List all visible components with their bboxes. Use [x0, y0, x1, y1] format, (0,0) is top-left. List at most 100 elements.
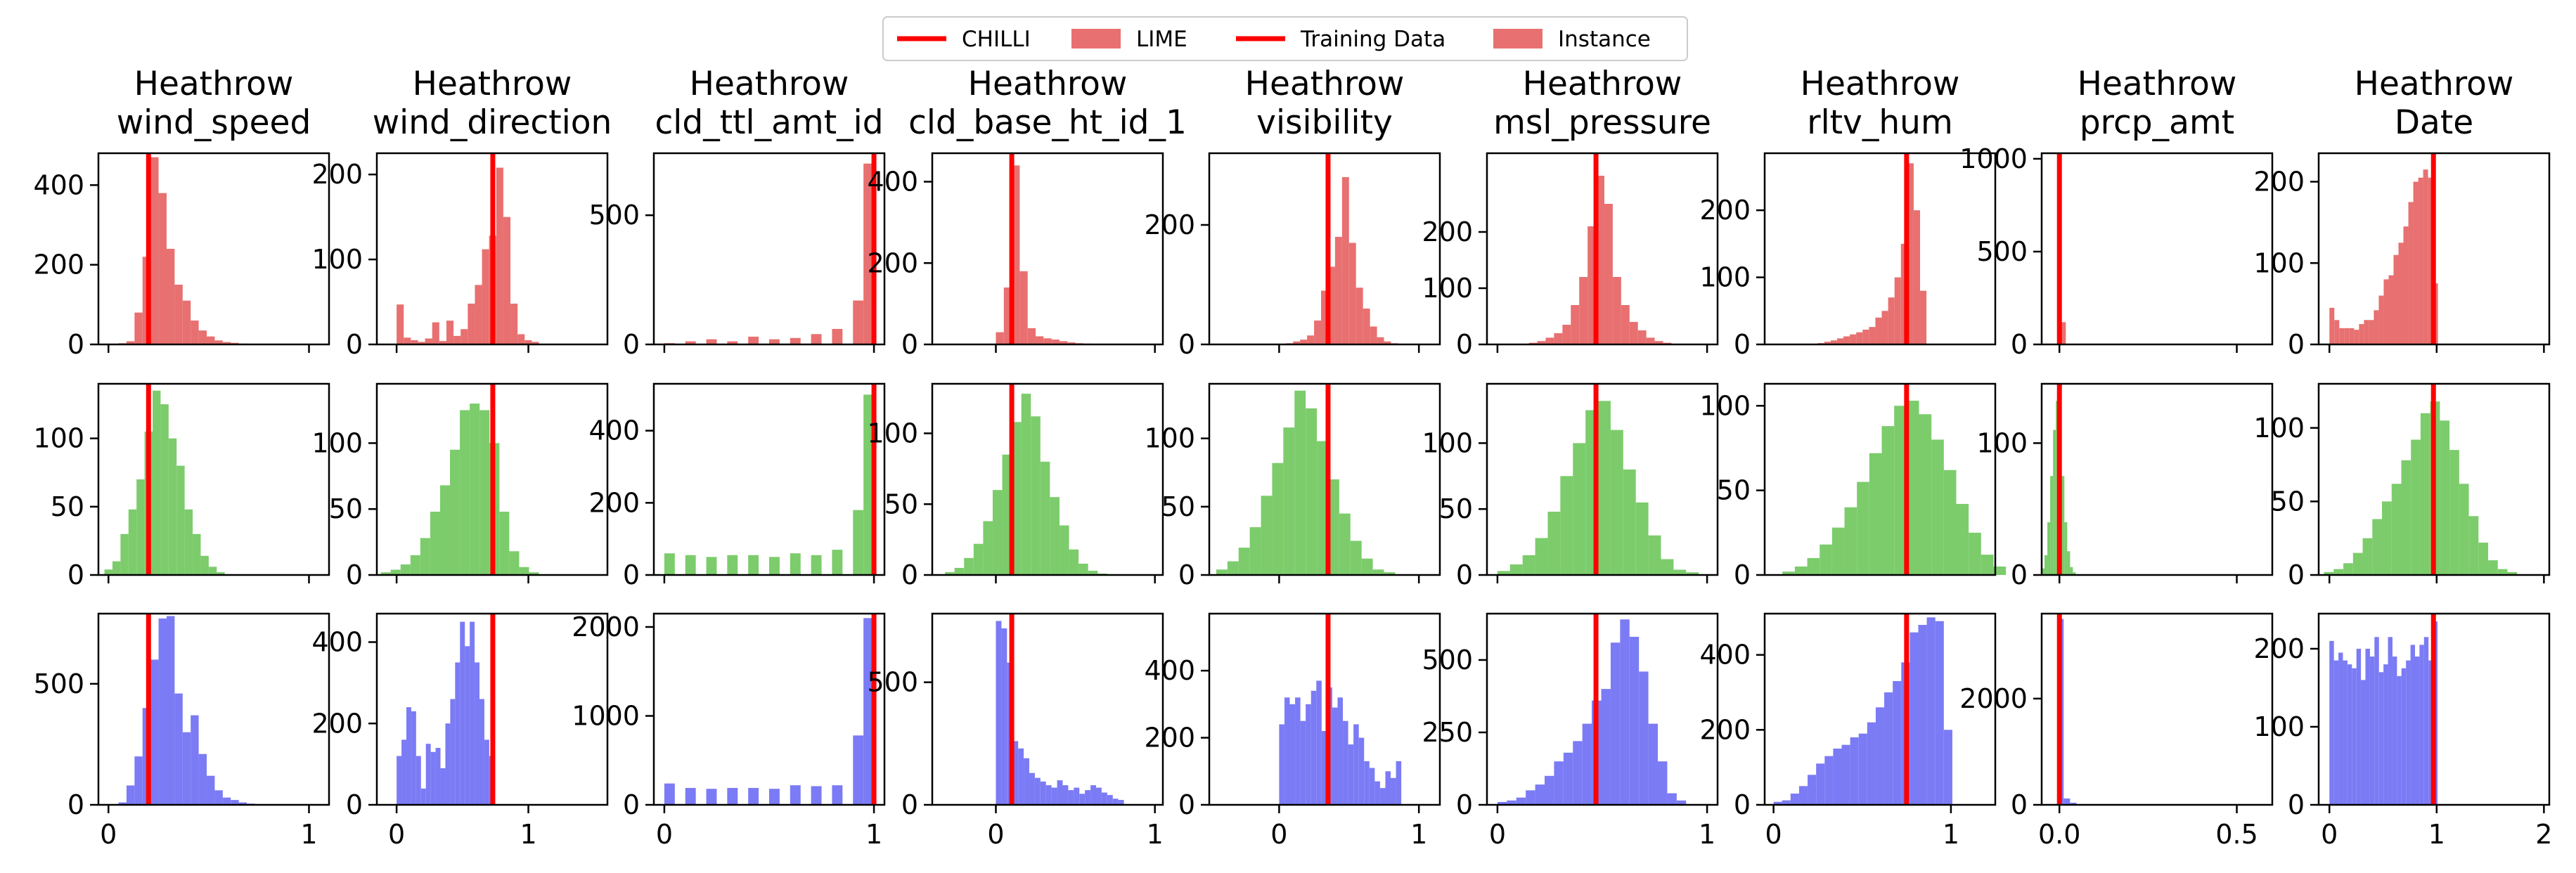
y-tick-label: 0 — [901, 560, 918, 590]
histogram-bar — [2369, 320, 2374, 344]
histogram-bar — [1372, 569, 1384, 575]
histogram-bar — [1249, 527, 1261, 575]
histogram-bar — [1012, 165, 1020, 344]
histogram-bar — [2428, 177, 2433, 344]
y-tick-label: 0 — [1178, 329, 1195, 360]
y-tick-label: 50 — [1717, 475, 1751, 506]
y-tick-label: 400 — [867, 167, 918, 198]
histogram-bar — [2401, 460, 2411, 575]
histogram-bar — [1300, 720, 1306, 805]
histogram-bar — [2418, 177, 2423, 344]
histogram-bar — [2070, 567, 2073, 575]
histogram-bar — [1604, 204, 1613, 344]
histogram-bar — [2339, 328, 2345, 344]
histogram-bar — [1059, 341, 1068, 344]
histogram-bar — [1869, 453, 1882, 575]
histogram-bar — [1648, 535, 1661, 575]
histogram-bar — [2324, 571, 2334, 575]
histogram-bar — [430, 751, 436, 805]
histogram-bar — [461, 329, 468, 344]
histogram-bar — [1956, 503, 1969, 575]
histogram-bar — [1384, 572, 1396, 575]
histogram-bar — [200, 555, 209, 575]
histogram-bar — [2061, 322, 2066, 344]
axes-frame — [1208, 382, 1441, 576]
histogram-bar — [2413, 181, 2419, 344]
histogram-bar — [2411, 439, 2421, 575]
histogram-bar — [184, 509, 193, 575]
y-tick-label: 100 — [1422, 427, 1473, 458]
histogram-bar — [1658, 761, 1668, 805]
y-tick-label: 2000 — [1959, 683, 2028, 714]
histogram-bar — [470, 403, 480, 575]
histogram-bar — [2388, 275, 2394, 344]
histogram-panel-1-4: 0 50 100 — [1144, 382, 1441, 590]
x-tick-label: 0 — [100, 819, 117, 850]
y-tick-label: 2000 — [572, 612, 640, 642]
histogram-bar — [2329, 307, 2335, 344]
histogram-bar — [450, 699, 456, 805]
histogram-bar — [1907, 163, 1914, 344]
histogram-bar — [1881, 426, 1895, 575]
histogram-bar — [1798, 786, 1808, 805]
x-tick-label: 2 — [2535, 819, 2552, 850]
histogram-bar — [2356, 648, 2362, 805]
x-tick-label: 1 — [520, 819, 536, 850]
legend-entry: Instance — [1493, 27, 1651, 52]
histogram-bar — [2369, 657, 2375, 805]
histogram-bar — [2428, 660, 2433, 805]
histogram-bar — [238, 802, 247, 805]
y-tick-label: 400 — [1699, 640, 1751, 671]
histogram-bar — [1341, 177, 1349, 344]
histogram-bar — [1856, 332, 1863, 344]
histogram-bar — [432, 322, 439, 344]
histogram-bar — [748, 555, 759, 575]
y-tick-label: 200 — [1699, 195, 1751, 226]
y-tick-label: 200 — [311, 708, 363, 739]
panel-title-line1: Heathrow — [1801, 65, 1960, 103]
x-tick-label: 0 — [1270, 819, 1287, 850]
histogram-bar — [1314, 321, 1322, 344]
y-tick-label: 0 — [2011, 560, 2028, 590]
histogram-bar — [1316, 680, 1322, 805]
histogram-bar — [2398, 242, 2404, 344]
x-tick-label: 0 — [656, 819, 673, 850]
histogram-bar — [1610, 429, 1623, 575]
y-tick-label: 500 — [588, 200, 640, 231]
histogram-bar — [1686, 572, 1699, 575]
axes-frame — [1763, 612, 1997, 806]
histogram-bar — [2334, 320, 2340, 344]
panel-title-line2: msl_pressure — [1493, 103, 1711, 142]
axes-frame — [97, 382, 330, 576]
histogram-bar — [863, 163, 875, 344]
histogram-bar — [1095, 787, 1102, 805]
histogram-bar — [790, 785, 801, 805]
histogram-bar — [992, 490, 1003, 575]
x-tick-label: 0.0 — [2038, 819, 2080, 850]
histogram-bar — [420, 538, 430, 575]
histogram-bar — [1516, 797, 1526, 805]
y-tick-label: 500 — [33, 668, 84, 699]
histogram-bar — [1612, 277, 1621, 344]
y-tick-label: 250 — [1422, 717, 1473, 748]
histogram-bar — [2044, 555, 2048, 575]
histogram-bar — [1808, 775, 1817, 805]
axes-frame — [652, 152, 886, 346]
histogram-bar — [174, 693, 183, 805]
histogram-bar — [1910, 632, 1919, 805]
histogram-bar — [418, 342, 425, 344]
y-tick-label: 100 — [1699, 390, 1751, 421]
histogram-bar — [1112, 798, 1119, 805]
axes-frame — [1208, 152, 1441, 346]
panel-title-line1: Heathrow — [134, 65, 294, 103]
histogram-bar — [1069, 549, 1079, 575]
histogram-bar — [748, 336, 759, 344]
histogram-bar — [1881, 311, 1888, 344]
y-tick-label: 0 — [623, 329, 640, 360]
histogram-bar — [1107, 795, 1113, 805]
histogram-bar — [832, 550, 843, 575]
histogram-bar — [1040, 781, 1046, 805]
histogram-bar — [1667, 793, 1677, 805]
